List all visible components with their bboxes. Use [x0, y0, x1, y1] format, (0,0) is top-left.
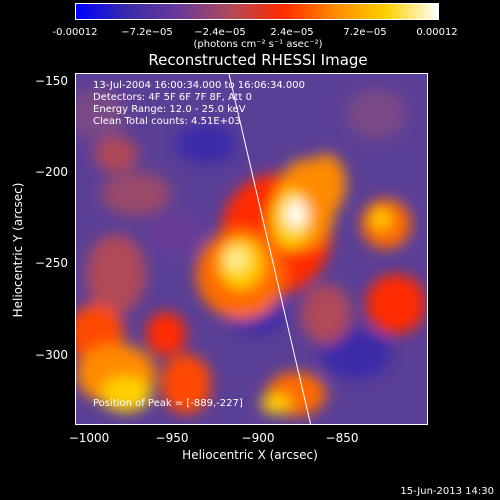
colorbar-units: (photons cm⁻² s⁻¹ asec⁻²)	[193, 39, 323, 50]
info-line-counts: Clean Total counts: 4.51E+03	[93, 116, 241, 127]
colorbar-tick: −7.2e−05	[121, 27, 173, 38]
colorbar-tick: 7.2e−05	[343, 27, 387, 38]
colorbar-tick: 0.00012	[416, 27, 458, 38]
y-tick-label: −250	[35, 256, 68, 270]
intensity-map	[76, 89, 426, 416]
y-axis-label: Heliocentric Y (arcsec)	[11, 182, 25, 318]
x-tick-label: −900	[241, 431, 275, 445]
y-tick-label: −150	[35, 74, 68, 88]
y-tick-label: −300	[35, 348, 68, 362]
colorbar-tick: -0.00012	[52, 27, 98, 38]
info-line-time: 13-Jul-2004 16:00:34.000 to 16:06:34.000	[93, 80, 305, 91]
plot-title: Reconstructed RHESSI Image	[148, 51, 368, 69]
datestamp: 15-Jun-2013 14:30	[400, 486, 494, 497]
x-tick-label: −850	[325, 431, 359, 445]
image-plot	[75, 73, 428, 425]
limb-line	[228, 74, 312, 424]
info-line-energy: Energy Range: 12.0 - 25.0 keV	[93, 104, 246, 115]
info-line-detectors: Detectors: 4F 5F 6F 7F 8F, Att 0	[93, 92, 253, 103]
peak-position: Position of Peak = [-889,-227]	[93, 398, 243, 409]
y-tick-label: −200	[35, 165, 68, 179]
x-axis-label: Heliocentric X (arcsec)	[182, 448, 318, 462]
x-tick-label: −950	[155, 431, 189, 445]
rhessi-image	[76, 74, 427, 424]
x-tick-label: −1000	[68, 431, 110, 445]
colorbar-tick: −2.4e−05	[194, 27, 246, 38]
colorbar	[75, 3, 439, 20]
colorbar-tick: 2.4e−05	[270, 27, 314, 38]
